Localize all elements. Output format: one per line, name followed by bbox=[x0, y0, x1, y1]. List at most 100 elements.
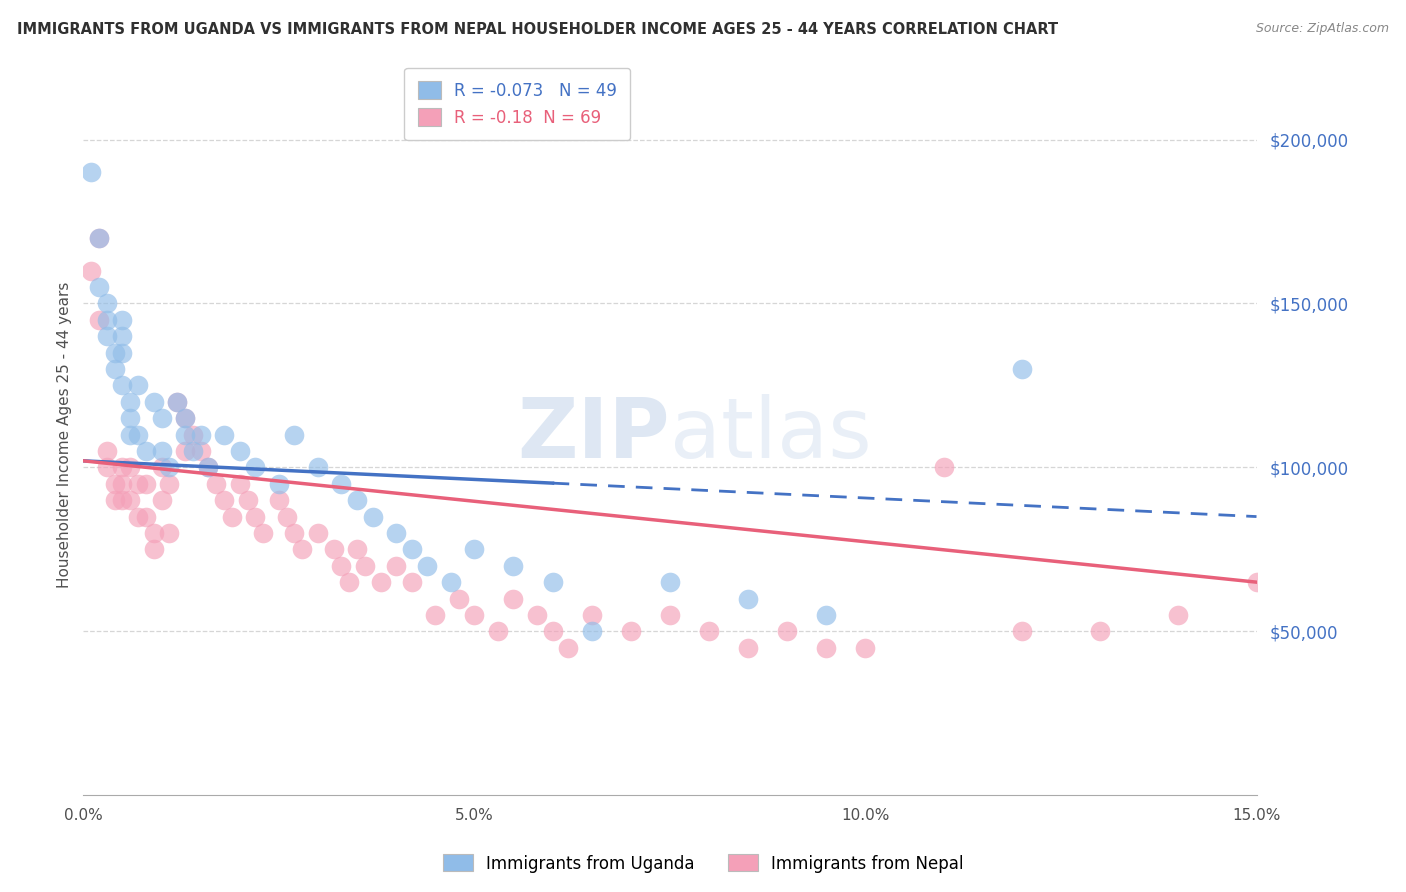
Point bbox=[157, 460, 180, 475]
Point bbox=[385, 558, 408, 573]
Point bbox=[120, 411, 142, 425]
Point bbox=[135, 444, 157, 458]
Point bbox=[197, 460, 219, 475]
Point bbox=[96, 296, 118, 310]
Legend: R = -0.073   N = 49, R = -0.18  N = 69: R = -0.073 N = 49, R = -0.18 N = 69 bbox=[405, 68, 630, 140]
Point bbox=[120, 394, 142, 409]
Point bbox=[120, 460, 142, 475]
Text: IMMIGRANTS FROM UGANDA VS IMMIGRANTS FROM NEPAL HOUSEHOLDER INCOME AGES 25 - 44 : IMMIGRANTS FROM UGANDA VS IMMIGRANTS FRO… bbox=[17, 22, 1057, 37]
Point bbox=[346, 493, 368, 508]
Point bbox=[346, 542, 368, 557]
Point bbox=[557, 640, 579, 655]
Point bbox=[620, 624, 643, 639]
Point bbox=[581, 624, 603, 639]
Point bbox=[142, 542, 165, 557]
Point bbox=[87, 313, 110, 327]
Point bbox=[502, 558, 524, 573]
Point bbox=[205, 476, 228, 491]
Point bbox=[581, 607, 603, 622]
Point bbox=[416, 558, 439, 573]
Point bbox=[174, 411, 197, 425]
Point bbox=[111, 313, 134, 327]
Point bbox=[96, 460, 118, 475]
Point bbox=[150, 493, 173, 508]
Point bbox=[855, 640, 877, 655]
Point bbox=[463, 607, 485, 622]
Point bbox=[166, 394, 188, 409]
Point bbox=[103, 476, 125, 491]
Point bbox=[142, 394, 165, 409]
Point bbox=[181, 427, 204, 442]
Point bbox=[697, 624, 720, 639]
Point bbox=[322, 542, 344, 557]
Point bbox=[252, 526, 274, 541]
Point bbox=[228, 444, 250, 458]
Point bbox=[197, 460, 219, 475]
Point bbox=[174, 444, 197, 458]
Point bbox=[361, 509, 384, 524]
Point bbox=[142, 526, 165, 541]
Point bbox=[127, 476, 149, 491]
Point bbox=[174, 427, 197, 442]
Point bbox=[96, 329, 118, 343]
Point bbox=[502, 591, 524, 606]
Point bbox=[103, 362, 125, 376]
Point bbox=[127, 378, 149, 392]
Point bbox=[486, 624, 509, 639]
Point bbox=[212, 493, 235, 508]
Point bbox=[526, 607, 548, 622]
Point bbox=[401, 542, 423, 557]
Point bbox=[385, 526, 408, 541]
Point bbox=[337, 575, 360, 590]
Point bbox=[283, 526, 305, 541]
Point bbox=[135, 509, 157, 524]
Point bbox=[157, 476, 180, 491]
Point bbox=[111, 345, 134, 359]
Point bbox=[815, 607, 838, 622]
Point bbox=[541, 624, 564, 639]
Point bbox=[1011, 624, 1033, 639]
Point bbox=[103, 345, 125, 359]
Point bbox=[245, 460, 267, 475]
Text: ZIP: ZIP bbox=[517, 394, 669, 475]
Point bbox=[96, 313, 118, 327]
Point bbox=[1088, 624, 1111, 639]
Legend: Immigrants from Uganda, Immigrants from Nepal: Immigrants from Uganda, Immigrants from … bbox=[436, 847, 970, 880]
Point bbox=[212, 427, 235, 442]
Point bbox=[370, 575, 392, 590]
Point bbox=[330, 476, 353, 491]
Point bbox=[120, 427, 142, 442]
Point bbox=[190, 444, 212, 458]
Point bbox=[111, 460, 134, 475]
Point bbox=[307, 460, 329, 475]
Point bbox=[541, 575, 564, 590]
Point bbox=[291, 542, 314, 557]
Point bbox=[228, 476, 250, 491]
Point bbox=[463, 542, 485, 557]
Point bbox=[425, 607, 447, 622]
Point bbox=[221, 509, 243, 524]
Point bbox=[245, 509, 267, 524]
Point bbox=[103, 493, 125, 508]
Point bbox=[401, 575, 423, 590]
Point bbox=[150, 444, 173, 458]
Point bbox=[283, 427, 305, 442]
Point bbox=[354, 558, 377, 573]
Point bbox=[80, 263, 103, 277]
Point bbox=[447, 591, 470, 606]
Point bbox=[127, 509, 149, 524]
Point bbox=[236, 493, 259, 508]
Point bbox=[658, 575, 681, 590]
Point bbox=[307, 526, 329, 541]
Point bbox=[1011, 362, 1033, 376]
Point bbox=[737, 591, 759, 606]
Point bbox=[150, 411, 173, 425]
Point bbox=[330, 558, 353, 573]
Point bbox=[87, 231, 110, 245]
Text: Source: ZipAtlas.com: Source: ZipAtlas.com bbox=[1256, 22, 1389, 36]
Point bbox=[174, 411, 197, 425]
Point bbox=[120, 493, 142, 508]
Point bbox=[96, 444, 118, 458]
Point bbox=[87, 231, 110, 245]
Point bbox=[111, 493, 134, 508]
